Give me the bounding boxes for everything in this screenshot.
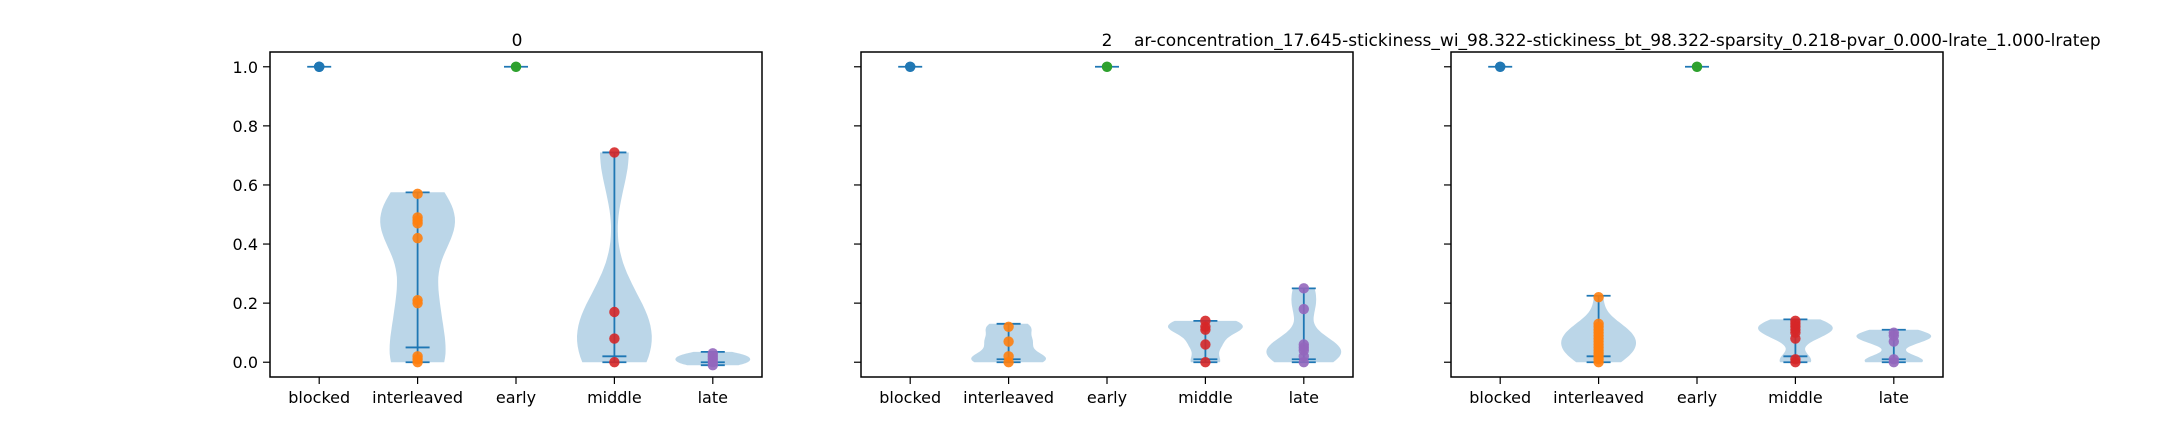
data-point-middle: [1790, 357, 1801, 368]
x-tick-label: middle: [1178, 388, 1233, 407]
x-tick-label: blocked: [1469, 388, 1531, 407]
y-tick-label: 1.0: [233, 58, 258, 77]
data-point-interleaved: [412, 218, 423, 229]
data-point-late: [707, 359, 718, 371]
x-tick-label: late: [698, 388, 728, 407]
x-tick-label: middle: [1768, 388, 1823, 407]
y-tick-label: 0.2: [233, 294, 258, 313]
panel-2: blocked interleaved early middle late: [1444, 51, 1944, 407]
data-point-late: [1298, 303, 1310, 315]
data-point-interleaved: [412, 297, 423, 309]
data-point-late: [1298, 357, 1310, 368]
data-point-interleaved: [1593, 357, 1604, 368]
data-point-interleaved: [412, 357, 423, 368]
panel-1: blocked interleaved early middle late: [854, 51, 1354, 407]
data-point-blocked: [1495, 61, 1506, 72]
axes-frame: [860, 51, 1354, 378]
x-tick-label: interleaved: [963, 388, 1054, 407]
figure-suptitle: ar-concentration_17.645-stickiness_wi_98…: [1134, 31, 2101, 51]
data-point-late: [1298, 283, 1310, 294]
panel-1-title: 2: [1102, 31, 1113, 51]
data-point-early: [510, 61, 522, 72]
data-point-middle: [609, 333, 620, 344]
y-tick-label: 0.4: [233, 235, 258, 254]
data-point-late: [1888, 357, 1900, 368]
data-point-early: [1691, 61, 1703, 72]
x-tick-label: interleaved: [372, 388, 463, 407]
x-tick-label: late: [1879, 388, 1909, 407]
data-point-middle: [609, 147, 620, 158]
data-point-interleaved: [412, 188, 423, 200]
data-point-middle: [1200, 357, 1211, 368]
x-tick-label: blocked: [288, 388, 350, 407]
data-point-middle: [1200, 324, 1211, 335]
x-tick-label: interleaved: [1553, 388, 1644, 407]
y-tick-label: 0.8: [233, 117, 258, 136]
x-tick-label: middle: [587, 388, 642, 407]
data-point-interleaved: [1003, 336, 1014, 347]
x-tick-label: early: [1677, 388, 1717, 407]
x-tick-label: early: [1087, 388, 1127, 407]
data-point-blocked: [314, 61, 325, 72]
data-point-middle: [609, 357, 620, 368]
data-point-interleaved: [1003, 357, 1014, 368]
x-tick-label: late: [1289, 388, 1319, 407]
data-point-interleaved: [412, 232, 423, 244]
x-tick-label: early: [496, 388, 536, 407]
data-point-interleaved: [1003, 321, 1014, 332]
data-point-middle: [1200, 339, 1211, 350]
data-point-early: [1101, 61, 1113, 72]
data-point-blocked: [905, 61, 916, 72]
axes-frame: [1450, 51, 1944, 378]
panel-0: 0.0 0.2 0.4 0.6 0.8 1.0 blocked interleaved earl…: [233, 51, 763, 407]
y-tick-label: 0.6: [233, 176, 258, 195]
panel-0-title: 0: [512, 31, 523, 51]
y-tick-label: 0.0: [233, 353, 258, 372]
x-tick-label: blocked: [879, 388, 941, 407]
data-point-middle: [1790, 333, 1801, 344]
axes-frame: [269, 51, 763, 378]
data-point-interleaved: [1593, 292, 1604, 303]
data-point-late: [1888, 336, 1900, 347]
data-point-middle: [609, 306, 620, 318]
